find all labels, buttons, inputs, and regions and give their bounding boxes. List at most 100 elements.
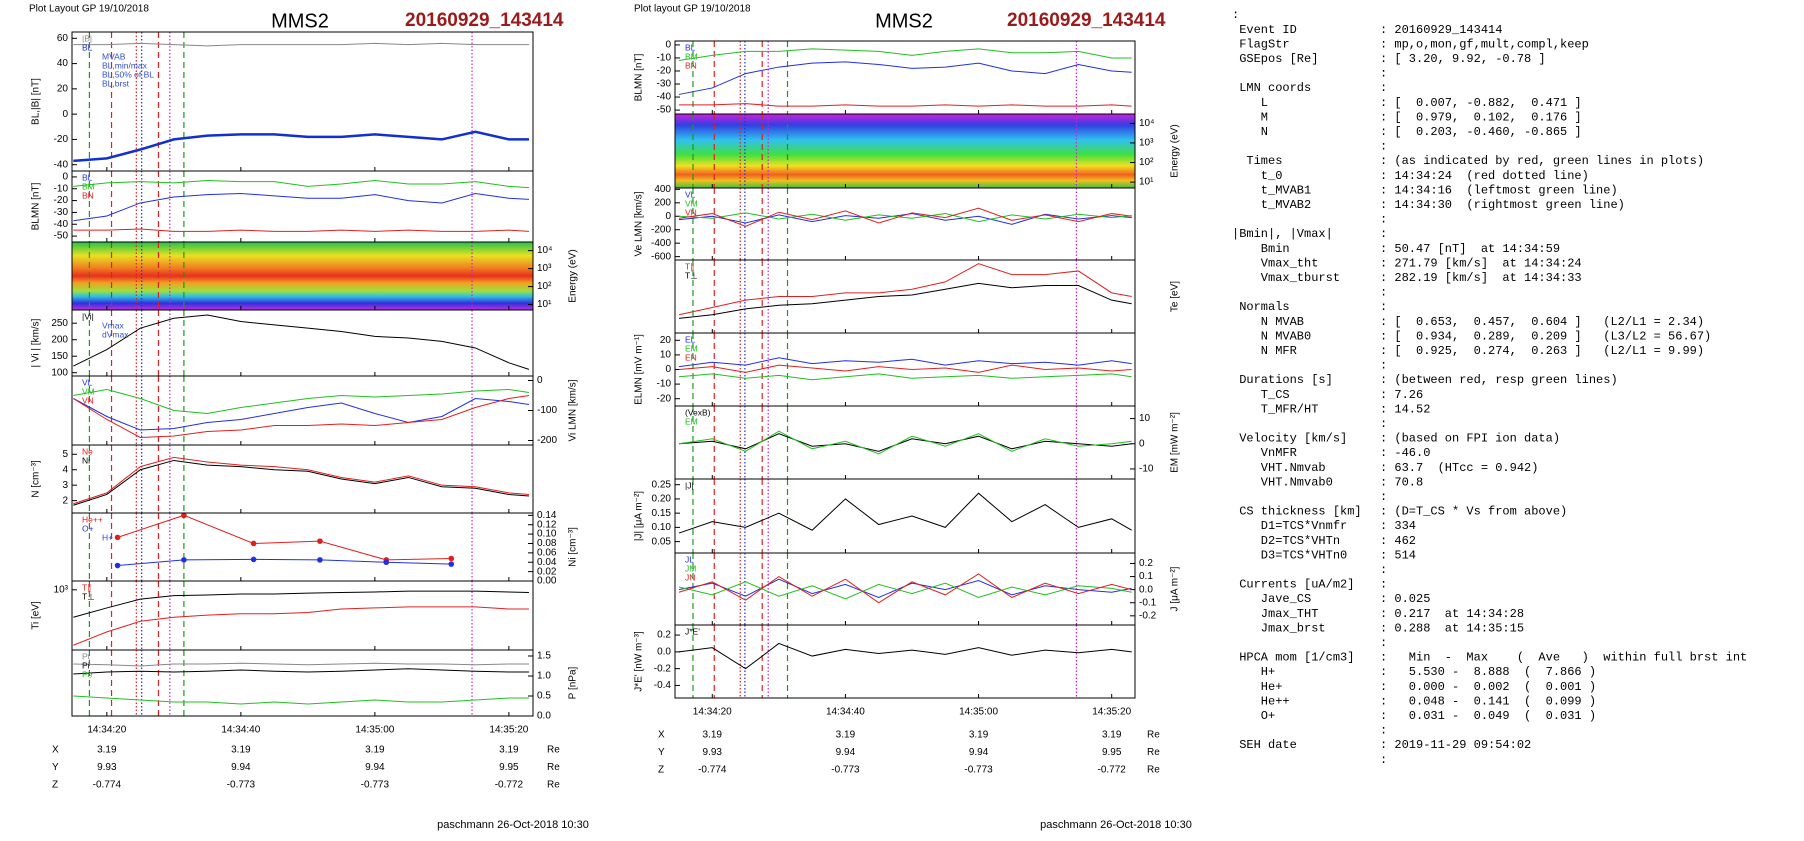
series-line [73,590,529,618]
legend-label: VL [82,377,93,387]
position-value: 9.95 [1102,747,1122,758]
y-tick-label: 5 [62,449,68,460]
info-key: M [1232,110,1268,124]
legend-label: VN [685,207,697,217]
y-axis-label: Vi LMN [km/s] [568,379,579,441]
position-value: -0.773 [361,780,390,791]
y-tick-label: -10 [1139,464,1154,475]
y-axis-label: P [nPa] [568,666,579,699]
x-tick-label: 14:35:20 [489,725,528,736]
info-key: D1=TCS*Vnmfr [1232,519,1347,533]
y-tick-label: -0.4 [654,680,672,691]
y-tick-label: 0.05 [652,536,672,547]
y-tick-label: -20 [54,195,69,206]
data-point [114,562,121,569]
info-value: : (as indicated by red, green lines in p… [1380,154,1704,168]
info-value: : [ 0.934, 0.289, 0.209 ] (L3/L2 = 56.67… [1380,329,1711,343]
info-key: VHT.Nmvab0 [1232,475,1333,489]
position-name: X [658,730,665,741]
position-value: -0.773 [227,780,256,791]
position-value: 3.19 [499,745,519,756]
y-axis-label: Ve LMN [km/s] [634,191,645,256]
info-key: CS thickness [km] [1232,505,1362,519]
y-tick-label: -0.2 [1139,610,1157,621]
y-tick-label: -30 [54,207,69,218]
info-key: Normals [1232,300,1290,314]
y-tick-label: 60 [57,33,69,44]
info-key: Event ID [1232,23,1297,37]
info-value: : -46.0 [1380,446,1430,460]
y-axis-label: J [μA m⁻²] [1170,566,1181,611]
position-value: 3.19 [365,745,385,756]
position-value: 9.95 [499,762,519,773]
event-id: 20160929_143414 [405,10,564,31]
legend-label: BN [685,60,697,70]
plot-title: MMS2 [271,10,329,32]
info-value: : [ 0.925, 0.274, 0.263 ] (L2/L1 = 9.99) [1380,344,1704,358]
series-line [678,373,1132,381]
info-value: : [1380,67,1387,81]
info-value: : 0.000 - 0.002 ( 0.001 ) [1380,680,1596,694]
series-line [73,695,529,705]
y-tick-label: -0.2 [654,663,672,674]
legend-label: H+ [102,532,113,542]
info-value: : 5.530 - 8.888 ( 7.866 ) [1380,665,1596,679]
legend-label: J*E' [685,626,700,636]
legend-label: EM [685,416,698,426]
y-tick-label: -10 [657,53,672,64]
data-point [317,538,323,544]
position-unit: Re [547,780,560,791]
data-point [317,557,323,563]
position-value: -0.773 [831,765,860,776]
x-tick-label: 14:35:20 [1092,707,1131,718]
info-value: : 0.288 at 14:35:15 [1380,621,1524,635]
info-value: : 0.025 [1380,592,1430,606]
info-value: : 0.048 - 0.141 ( 0.099 ) [1380,694,1596,708]
event-id: 20160929_143414 [1007,10,1166,31]
position-value: 3.19 [969,730,989,741]
info-key: GSEpos [Re] [1232,52,1318,66]
info-value: : 2019-11-29 09:54:02 [1380,738,1531,752]
series-line [678,61,1132,95]
legend-label: BL [82,172,93,182]
position-name: X [52,745,59,756]
legend-label: MVAB [102,51,126,61]
position-name: Y [52,762,59,773]
y-tick-label: 250 [51,318,68,329]
y-tick-label: 100 [51,367,68,378]
position-value: -0.773 [964,765,993,776]
y-tick-label: 0.5 [537,691,551,702]
y-tick-label: 4 [62,464,68,475]
y-tick-label: -40 [54,219,69,230]
info-value: : [1380,227,1387,241]
y-tick-label: 20 [57,84,69,95]
info-value: : [1380,563,1387,577]
position-value: -0.772 [495,780,524,791]
info-value: : [1380,417,1387,431]
y-tick-label: 0.0 [537,711,551,722]
panel-frame [71,649,534,717]
position-unit: Re [547,762,560,773]
info-value: : [ 0.203, -0.460, -0.865 ] [1380,125,1582,139]
panel-frame [674,478,1136,554]
series-line [73,192,530,222]
y-tick-label: -10 [54,183,69,194]
info-value: : [ 0.007, -0.882, 0.471 ] [1380,96,1582,110]
y-axis-label: Te [eV] [1170,281,1181,312]
position-name: Z [658,765,664,776]
legend-label: BL [685,42,696,52]
series-line [73,668,529,675]
legend-label: BM [685,51,698,61]
legend-label: VN [82,395,94,405]
info-key: Vmax_tht [1232,256,1318,270]
panel-frame [674,624,1136,699]
position-value: 3.19 [1102,730,1122,741]
y-tick-label: 3 [62,480,68,491]
info-key: Jmax_brst [1232,621,1326,635]
position-value: 9.94 [836,747,856,758]
legend-label: dVmax [102,329,129,339]
y-tick-label: 0.15 [652,508,672,519]
y-tick-label: -200 [537,435,557,446]
legend-label: BN [82,190,94,200]
info-key: LMN coords [1232,81,1311,95]
